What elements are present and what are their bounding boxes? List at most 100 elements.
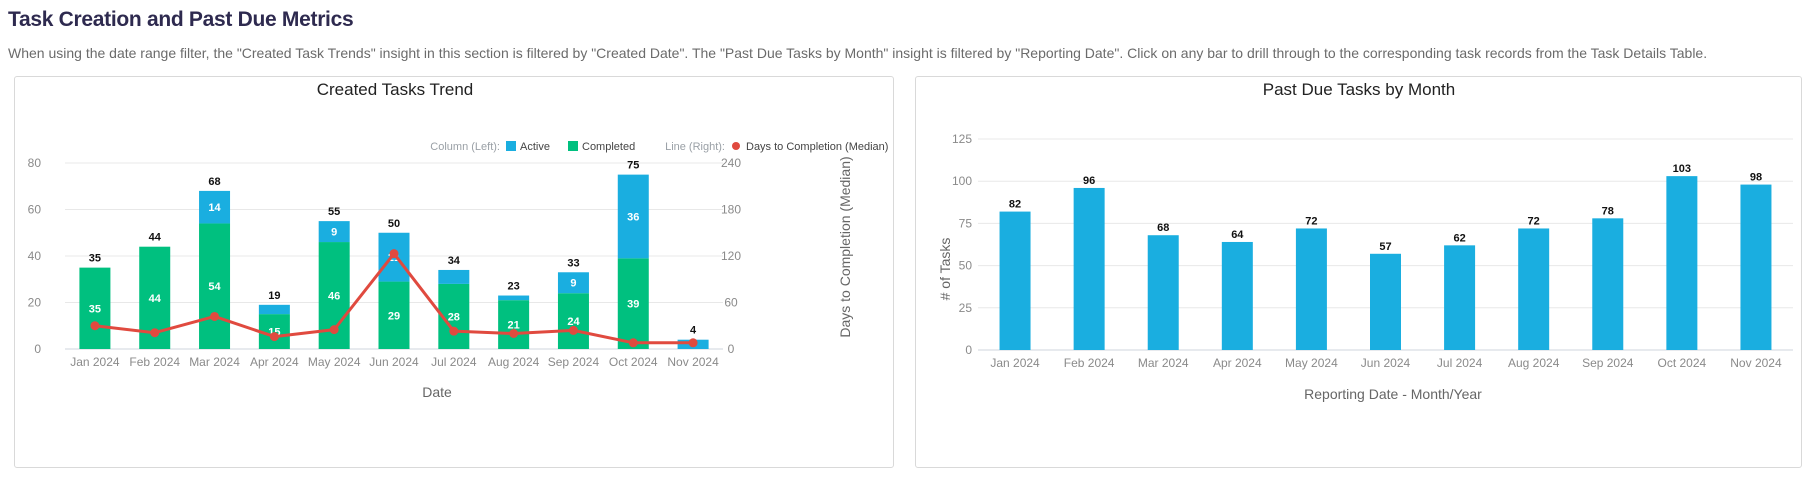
median-point [329,325,339,335]
chart-legend: Column (Left): Active Completed Line (Ri… [430,141,888,153]
y-tick-label: 50 [959,259,973,273]
bar-value-label: 62 [1453,232,1465,244]
legend-item-active[interactable]: Active [520,141,550,153]
x-tick-label: Aug 2024 [488,355,540,369]
x-axis-title: Date [422,384,452,400]
bar-completed-label: 39 [627,299,639,311]
y2-tick-label: 120 [721,249,741,263]
y-tick-label: 125 [952,132,972,146]
bar-completed-label: 29 [388,310,400,322]
legend-line-label: Line (Right): [665,141,725,153]
bar-past-due [1740,184,1772,350]
legend-swatch-active [506,141,516,151]
bar-completed [557,293,589,349]
bar-active-label: 36 [627,211,639,223]
legend-swatch-completed [568,141,578,151]
bar-past-due [1592,218,1624,350]
created-tasks-trend-chart: Created Tasks Trend Column (Left): Activ… [28,80,889,400]
y-tick-label: 0 [965,343,972,357]
bar-total-label: 4 [690,325,697,337]
bar-active-label: 14 [208,202,221,214]
x-axis-title: Reporting Date - Month/Year [1304,386,1482,402]
bar-total-label: 33 [567,257,579,269]
section-description: When using the date range filter, the "C… [8,45,1708,61]
bar-completed-label: 46 [328,291,340,303]
x-tick-label: Sep 2024 [1582,356,1634,370]
median-point [210,311,220,321]
bar-active [557,272,589,294]
bar-active-label: 9 [570,278,576,290]
median-point [269,332,279,342]
bar-completed-label: 35 [89,303,101,315]
y-tick-label: 40 [28,249,42,263]
bar-value-label: 103 [1673,163,1691,175]
bar-past-due [1295,228,1327,350]
x-tick-label: Feb 2024 [1064,356,1115,370]
median-point [90,321,100,331]
bar-value-label: 96 [1083,175,1095,187]
bar-active-label: 9 [331,227,337,239]
x-tick-label: Jun 2024 [369,355,419,369]
x-tick-label: May 2024 [308,355,361,369]
legend-item-median[interactable]: Days to Completion (Median) [746,141,888,153]
y2-tick-label: 240 [721,156,741,170]
past-due-tasks-card: Past Due Tasks by Month 0 25 50 75 100 125 82… [915,76,1802,468]
bar-total-label: 34 [448,255,461,267]
bar-completed-label: 28 [448,311,460,323]
x-tick-label: Mar 2024 [1138,356,1189,370]
x-tick-label: Sep 2024 [548,355,600,369]
x-tick-label: Apr 2024 [1213,356,1262,370]
bar-active [617,174,649,259]
bar-active [438,269,470,284]
x-tick-label: Jul 2024 [1437,356,1483,370]
bar-active [498,295,530,301]
x-tick-label: Nov 2024 [667,355,719,369]
bar-total-label: 23 [508,281,520,293]
bar-completed-label: 21 [508,320,520,332]
y2-tick-label: 180 [721,203,741,217]
median-point [568,325,578,335]
x-tick-label: Oct 2024 [609,355,658,369]
bar-total-label: 19 [268,290,280,302]
median-point [628,338,638,348]
x-tick-label: Feb 2024 [129,355,180,369]
y-axis-title: # of Tasks [937,238,953,301]
bar-active [199,190,231,224]
bar-completed [79,267,111,349]
bar-completed [617,258,649,349]
bar-past-due [1370,253,1401,350]
legend-column-label: Column (Left): [430,141,500,153]
bar-value-label: 82 [1009,199,1021,211]
bar-past-due [1666,176,1698,350]
y2-tick-label: 60 [724,296,738,310]
chart-title: Past Due Tasks by Month [1263,80,1455,99]
y-tick-label: 100 [952,174,972,188]
median-point [688,338,698,348]
x-tick-label: Jan 2024 [70,355,120,369]
y-tick-label: 75 [959,216,973,230]
bar-total-label: 35 [89,253,101,265]
y2-tick-label: 0 [728,342,735,356]
bar-value-label: 78 [1602,205,1614,217]
bar-value-label: 68 [1157,222,1169,234]
bar-past-due [1444,245,1476,350]
bar-value-label: 72 [1528,215,1540,227]
x-tick-label: Aug 2024 [1508,356,1560,370]
legend-item-completed[interactable]: Completed [582,141,635,153]
bar-completed [498,300,530,349]
bar-completed-label: 24 [567,316,580,328]
past-due-tasks-chart: Past Due Tasks by Month 0 25 50 75 100 125 82… [937,80,1793,402]
bar-total-label: 44 [149,232,162,244]
bar-value-label: 57 [1379,241,1391,253]
median-point [449,326,459,336]
bar-total-label: 50 [388,218,400,230]
section-title: Task Creation and Past Due Metrics [8,8,354,31]
x-tick-label: Mar 2024 [189,355,240,369]
median-point [389,249,399,259]
bar-completed-label: 54 [208,281,221,293]
bar-past-due [1518,228,1550,350]
bar-total-label: 55 [328,206,340,218]
bar-active [318,221,350,243]
y-tick-label: 80 [28,156,42,170]
bar-completed-label: 44 [149,293,162,305]
